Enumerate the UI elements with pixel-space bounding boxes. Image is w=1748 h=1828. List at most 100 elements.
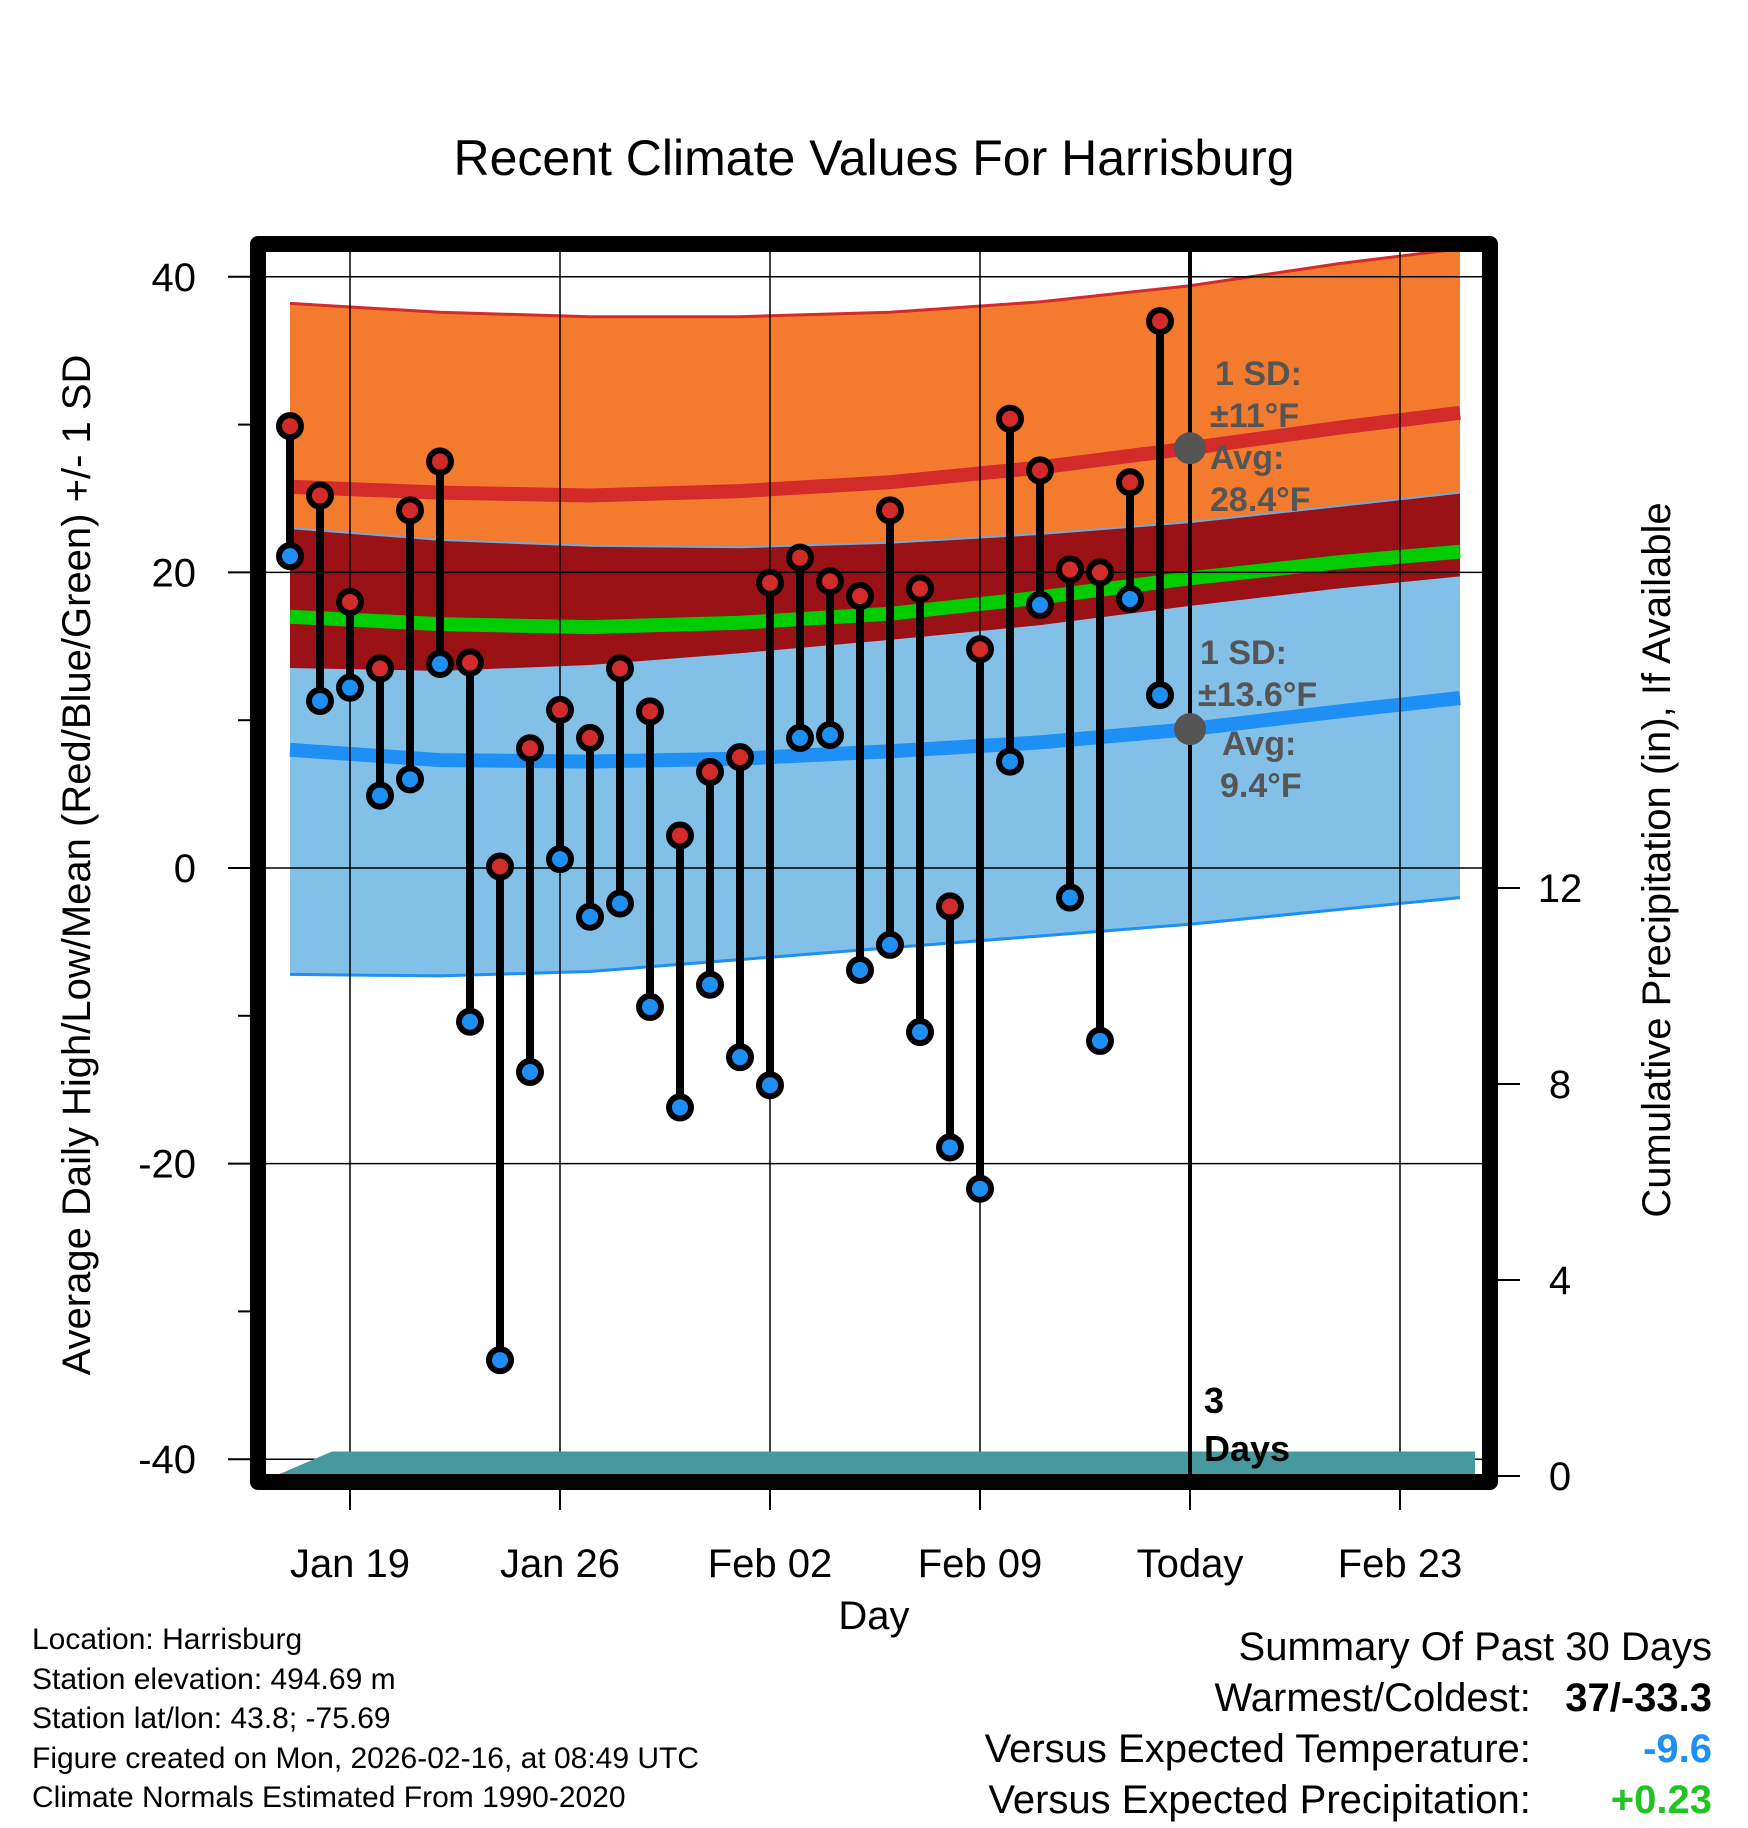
obs-low-point [516,1057,544,1086]
obs-high-point [1086,558,1114,587]
low-avg-label: Avg: [1222,725,1296,763]
high-avg-label: Avg: [1210,439,1284,477]
obs-high-point [816,567,844,596]
obs-low-point [486,1346,514,1375]
latlon-text: Station lat/lon: 43.8; -75.69 [32,1702,391,1735]
obs-high-point [546,695,574,724]
plot-area: 1 SD: ±11°F Avg: 28.4°F 1 SD: ±13.6°F Avg: 9.4°… [250,236,1498,1490]
low-sd-value: ±13.6°F [1198,676,1317,714]
high-sd-label: 1 SD: [1215,355,1302,393]
obs-high-point [516,734,544,763]
y2-tick-label: 8 [1549,1063,1571,1107]
x-tick-label: Feb 09 [918,1542,1043,1586]
elevation-text: Station elevation: 494.69 m [32,1662,396,1696]
obs-low-point [1146,681,1174,710]
obs-high-point [726,743,754,772]
obs-low-point [306,686,334,715]
obs-high-point [936,892,964,921]
obs-high-point [396,496,424,525]
y-tick-label: 40 [152,256,197,300]
obs-high-point [996,404,1024,433]
precip-axis: 0 4 8 12 [1498,867,1582,1499]
obs-low-point [546,845,574,874]
obs-low-point [666,1093,694,1122]
obs-low-point [606,889,634,918]
obs-low-point [456,1007,484,1036]
obs-low-point [276,542,304,571]
obs-high-point [786,543,814,572]
high-sd-value: ±11°F [1210,397,1299,435]
y2-tick-label: 4 [1549,1259,1571,1303]
obs-high-point [906,574,934,603]
obs-high-point [966,635,994,664]
summary-temp-row: Versus Expected Temperature: -9.6 [985,1724,1712,1775]
obs-high-point [1026,456,1054,485]
obs-low-point [636,992,664,1021]
high-plus-sd-line [289,247,1461,319]
obs-high-point [336,587,364,616]
obs-low-point [426,650,454,679]
obs-low-point [696,970,724,999]
obs-low-point [1026,590,1054,619]
days-number: 3 [1204,1380,1224,1421]
obs-low-point [756,1071,784,1100]
temperature-axis: -40 -20 0 20 40 [138,256,250,1482]
obs-low-point [816,720,844,749]
x-tick-label: Feb 02 [708,1542,833,1586]
created-text: Figure created on Mon, 2026-02-16, at 08… [32,1741,700,1775]
precip-area [275,1451,1475,1476]
summary-temp-label: Versus Expected Temperature: [984,1727,1531,1771]
y-axis-label: Average Daily High/Low/Mean (Red/Blue/Gr… [55,355,99,1376]
location-text: Location: Harrisburg [32,1623,303,1656]
days-word: Days [1204,1428,1290,1469]
obs-high-point [1146,307,1174,336]
obs-high-point [456,648,484,677]
x-tick-label: Jan 19 [290,1542,410,1586]
y-tick-label: -40 [138,1438,196,1482]
obs-high-point [846,582,874,611]
obs-low-point [396,765,424,794]
y2-tick-label: 0 [1549,1455,1571,1499]
normal-high-line [289,405,1461,503]
obs-high-point [426,447,454,476]
y-tick-label: 20 [152,551,197,595]
normals-text: Climate Normals Estimated From 1990-2020 [32,1781,626,1814]
obs-low-point [996,747,1024,776]
x-tick-label: Jan 26 [500,1542,620,1586]
obs-low-point [786,723,814,752]
obs-high-point [306,481,334,510]
obs-low-point [1056,883,1084,912]
obs-low-point [576,902,604,931]
summary-panel: Summary Of Past 30 Days Warmest/Coldest:… [985,1622,1712,1826]
y-tick-label: -20 [138,1143,196,1187]
obs-high-point [576,723,604,752]
obs-high-point [606,654,634,683]
obs-low-point [936,1133,964,1162]
low-sd-label: 1 SD: [1200,634,1287,672]
obs-high-point [366,654,394,683]
summary-warmest-value: 37/-33.3 [1565,1676,1712,1720]
low-avg-value: 9.4°F [1220,767,1302,805]
y2-axis-label: Cumulative Precipitation (in), If Availa… [1635,502,1679,1217]
obs-high-point [486,852,514,881]
obs-low-point [1086,1026,1114,1055]
obs-low-point [906,1018,934,1047]
obs-high-point [696,757,724,786]
summary-precip-label: Versus Expected Precipitation: [988,1778,1531,1822]
low-sd-band [290,575,1460,976]
obs-low-point [966,1174,994,1203]
summary-warmest-label: Warmest/Coldest: [1214,1676,1531,1720]
obs-high-point [276,412,304,441]
x-axis-label: Day [838,1594,909,1638]
obs-high-point [1116,468,1144,497]
y2-tick-label: 12 [1538,867,1583,911]
obs-low-point [1116,585,1144,614]
obs-high-point [1056,555,1084,584]
station-info: Location: Harrisburg Station elevation: … [32,1620,699,1818]
summary-title: Summary Of Past 30 Days [1238,1625,1712,1669]
summary-warmest-row: Warmest/Coldest: 37/-33.3 [985,1673,1713,1724]
obs-low-point [366,781,394,810]
day-axis: Jan 19 Jan 26 Feb 02 Feb 09 Today Feb 23 [290,1490,1462,1586]
obs-low-point [846,955,874,984]
